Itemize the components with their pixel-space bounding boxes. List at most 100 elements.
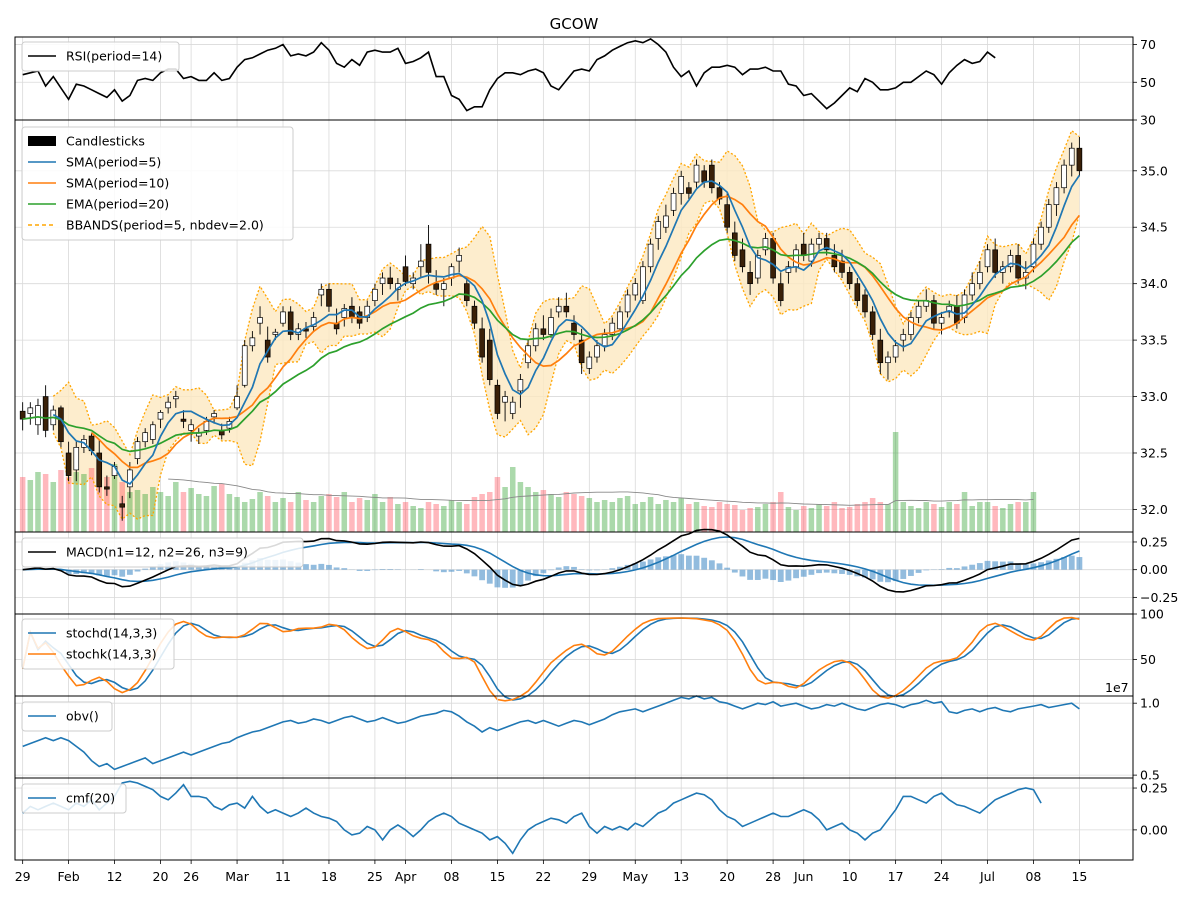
volume-bar (234, 497, 240, 532)
macd-histogram-bar (976, 563, 983, 570)
macd-histogram-bar (785, 569, 792, 581)
macd-histogram-bar (831, 569, 838, 574)
candle-body (915, 305, 922, 318)
candle-body (157, 412, 164, 420)
y-tick-label: 0.25 (1140, 534, 1168, 549)
obv-panel: 1.0 0.5 obv() 1e7 (14, 680, 1160, 783)
legend-label: BBANDS(period=5, nbdev=2.0) (66, 218, 264, 233)
macd-histogram-bar (387, 569, 394, 570)
volume-bar (65, 477, 72, 532)
y-tick-label: 50 (1140, 75, 1156, 90)
candle-body (724, 204, 730, 228)
volume-bar (747, 508, 753, 532)
legend-box (21, 701, 113, 732)
volume-bar (50, 482, 57, 532)
volume-bar (104, 477, 110, 532)
candle-body (617, 311, 623, 330)
macd-histogram-bar (953, 568, 960, 570)
macd-histogram-bar (479, 569, 486, 581)
candle-body (601, 334, 608, 347)
candle-body (425, 243, 432, 273)
candle-body (19, 410, 26, 420)
volume-bar (892, 432, 899, 532)
rsi-line (22, 37, 996, 112)
macd-histogram-bar (908, 569, 914, 576)
macd-histogram-bar (448, 569, 455, 572)
volume-bar (663, 500, 669, 532)
volume-bar (900, 502, 907, 532)
candle-body (732, 232, 738, 256)
y-tick-label: 0.00 (1140, 822, 1168, 837)
volume-bar (762, 504, 769, 532)
volume-bar (509, 467, 516, 532)
macd-histogram-bar (586, 569, 593, 571)
macd-histogram-bar (632, 563, 639, 570)
volume-bar (808, 508, 815, 532)
volume-bar (165, 496, 171, 532)
candle-body (479, 328, 485, 358)
volume-bar (540, 490, 547, 532)
macd-histogram-bar (693, 555, 700, 570)
volume-bar (402, 502, 409, 532)
y-tick-label: 50 (1140, 652, 1156, 667)
candle-body (969, 283, 975, 296)
x-tick-label: May (622, 869, 648, 884)
volume-bar (977, 502, 983, 532)
stoch-panel: 100 50 stochd(14,3,3) stochk(14,3,3) (14, 607, 1164, 702)
volume-bar (938, 507, 945, 532)
volume-bar (617, 498, 623, 532)
macd-histogram-bar (1007, 561, 1014, 570)
x-tick-label: 15 (1071, 869, 1087, 884)
macd-histogram-bar (823, 569, 830, 573)
macd-histogram-bar (1015, 563, 1022, 570)
volume-bar (395, 504, 401, 532)
x-tick-label: 17 (888, 869, 904, 884)
macd-histogram-bar (211, 565, 218, 570)
macd-histogram-bar (356, 569, 363, 571)
candle-body (65, 452, 72, 476)
x-tick-label: 29 (15, 869, 31, 884)
volume-bar (196, 494, 202, 532)
legend-label: Candlesticks (66, 134, 145, 149)
volume-bar (157, 492, 164, 532)
x-tick-label: 12 (107, 869, 123, 884)
volume-bar (532, 492, 539, 532)
x-tick-label: 08 (1025, 869, 1041, 884)
candle-body (326, 288, 332, 307)
volume-bar (134, 490, 141, 532)
candle-body (984, 249, 991, 268)
macd-histogram-bar (777, 569, 784, 582)
volume-bar (264, 496, 271, 532)
legend-box (21, 783, 127, 814)
y-tick-label: 0.25 (1140, 781, 1168, 796)
candle-body (433, 283, 439, 290)
candle-body (272, 331, 279, 335)
candle-body (686, 187, 692, 194)
legend-label: obv() (66, 709, 99, 724)
candle-body (509, 401, 516, 414)
candle-body (372, 288, 378, 301)
macd-histogram-bar (762, 569, 769, 579)
macd-histogram-bar (417, 569, 424, 570)
x-tick-label: 10 (842, 869, 858, 884)
candle-body (892, 345, 899, 358)
candle-body (257, 317, 263, 324)
macd-histogram-bar (961, 566, 968, 570)
candle-body (632, 283, 639, 296)
macd-histogram-bar (1068, 555, 1075, 570)
y-tick-label: 0.00 (1140, 562, 1168, 577)
macd-histogram-bar (379, 569, 386, 570)
candle-body (908, 317, 914, 335)
x-tick-label: Feb (58, 869, 80, 884)
candle-body (885, 356, 891, 364)
volume-bar (379, 502, 386, 532)
macd-histogram-bar (364, 569, 371, 571)
macd-histogram-bar (754, 569, 761, 580)
legend-label: RSI(period=14) (66, 49, 162, 64)
macd-histogram-bar (555, 567, 562, 570)
candle-body (463, 283, 470, 301)
volume-bar (19, 477, 26, 532)
y-tick-label: 34.0 (1140, 276, 1168, 291)
volume-bar (839, 508, 845, 532)
